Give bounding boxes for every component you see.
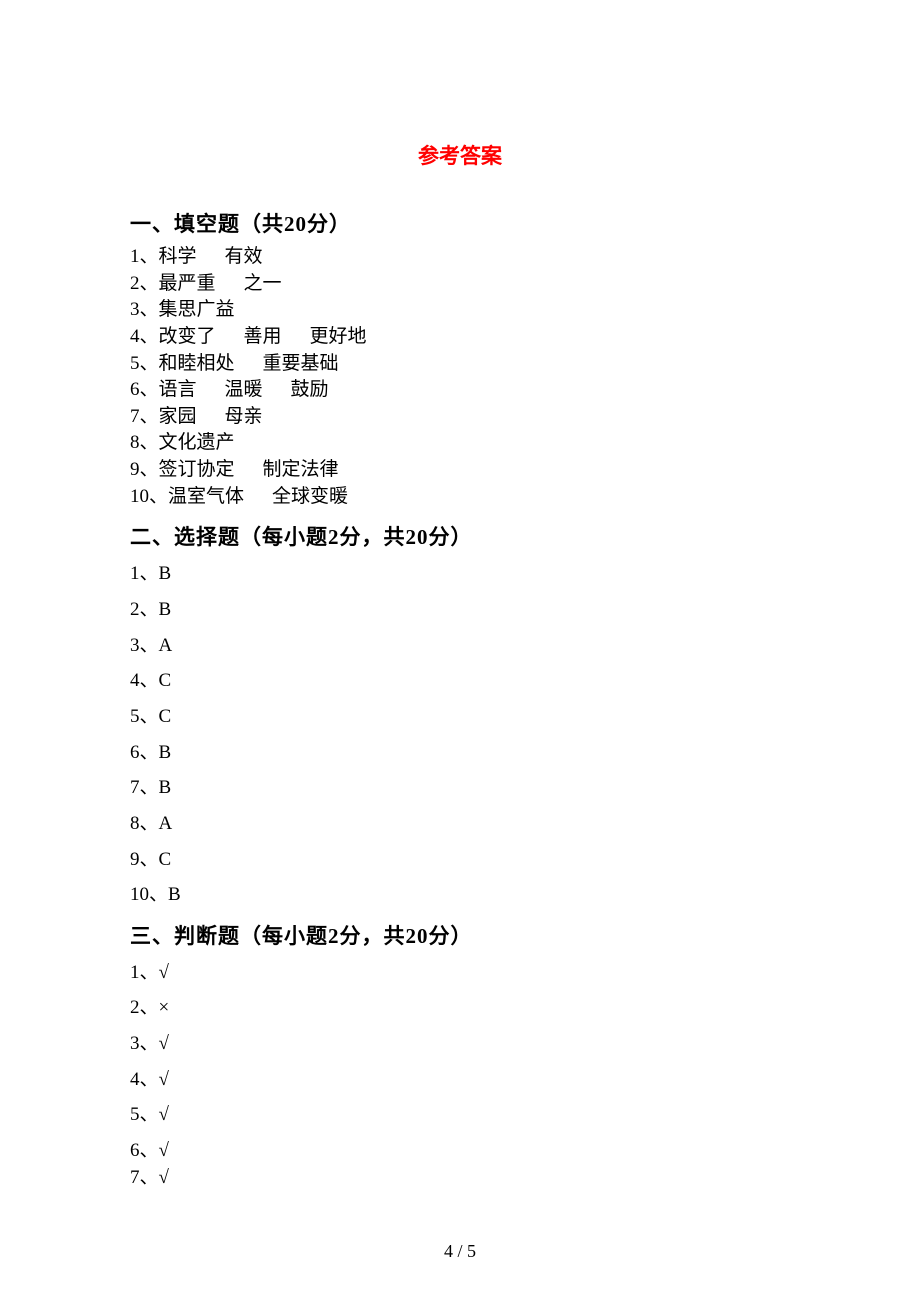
answer-number: 10、 <box>130 486 168 507</box>
choice-answer-value: A <box>159 813 173 834</box>
answer-number: 8、 <box>130 432 159 453</box>
answer-number: 2、 <box>130 273 159 294</box>
answer-number: 7、 <box>130 1167 159 1188</box>
choice-answer-row: 8、A <box>130 811 790 837</box>
fill-answer-part: 集思广益 <box>159 299 235 320</box>
judge-answer-row: 7、√ <box>130 1165 790 1191</box>
fill-answer-part: 更好地 <box>310 326 367 347</box>
choice-answer-value: C <box>159 670 172 691</box>
choice-answer-row: 1、B <box>130 561 790 587</box>
choice-answer-row: 3、A <box>130 633 790 659</box>
choice-answer-value: C <box>159 706 172 727</box>
answer-number: 9、 <box>130 849 159 870</box>
fill-answer-part: 母亲 <box>225 406 263 427</box>
answer-number: 10、 <box>130 884 168 905</box>
judge-answer-row: 3、√ <box>130 1031 790 1057</box>
fill-answer-part: 最严重 <box>159 273 216 294</box>
fill-answer-part: 科学 <box>159 246 197 267</box>
answer-number: 6、 <box>130 1140 159 1161</box>
section-header-fill: 一、填空题（共20分） <box>130 208 790 238</box>
fill-answer-row: 8、文化遗产 <box>130 430 790 456</box>
fill-answer-row: 5、和睦相处 重要基础 <box>130 351 790 377</box>
fill-answer-part: 温暖 <box>225 379 263 400</box>
fill-answer-part: 家园 <box>159 406 197 427</box>
answer-number: 4、 <box>130 1069 159 1090</box>
judge-answer-row: 1、√ <box>130 960 790 986</box>
fill-answer-part: 文化遗产 <box>159 432 235 453</box>
judge-answer-value: √ <box>159 1069 169 1090</box>
answer-number: 7、 <box>130 777 159 798</box>
fill-answer-part: 签订协定 <box>159 459 235 480</box>
judge-answer-row: 6、√ <box>130 1138 790 1164</box>
answer-number: 3、 <box>130 1033 159 1054</box>
answer-number: 7、 <box>130 406 159 427</box>
judge-answer-value: √ <box>159 1104 169 1125</box>
section-header-choice: 二、选择题（每小题2分，共20分） <box>130 521 790 551</box>
judge-answer-value: √ <box>159 962 169 983</box>
fill-answer-row: 6、语言 温暖 鼓励 <box>130 377 790 403</box>
choice-answer-value: B <box>159 563 172 584</box>
answer-number: 3、 <box>130 299 159 320</box>
fill-answer-row: 9、签订协定 制定法律 <box>130 457 790 483</box>
answer-number: 9、 <box>130 459 159 480</box>
answer-number: 6、 <box>130 742 159 763</box>
fill-answer-part: 和睦相处 <box>159 353 235 374</box>
judge-answer-value: √ <box>159 1167 169 1188</box>
answer-number: 5、 <box>130 706 159 727</box>
fill-answer-part: 语言 <box>159 379 197 400</box>
page-number: 4 / 5 <box>0 1241 920 1262</box>
page-title: 参考答案 <box>130 140 790 170</box>
fill-answer-part: 有效 <box>225 246 263 267</box>
fill-answer-part: 鼓励 <box>291 379 329 400</box>
fill-answer-row: 3、集思广益 <box>130 297 790 323</box>
choice-answer-value: B <box>159 777 172 798</box>
choice-answer-row: 9、C <box>130 847 790 873</box>
choice-answer-row: 10、B <box>130 882 790 908</box>
choice-answer-value: C <box>159 849 172 870</box>
judge-answer-value: √ <box>159 1140 169 1161</box>
judge-answer-row: 5、√ <box>130 1102 790 1128</box>
choice-answer-row: 7、B <box>130 775 790 801</box>
judge-answer-value: × <box>159 997 170 1018</box>
section-header-judge: 三、判断题（每小题2分，共20分） <box>130 920 790 950</box>
choice-answer-value: B <box>159 599 172 620</box>
answer-number: 6、 <box>130 379 159 400</box>
answer-number: 1、 <box>130 962 159 983</box>
choice-answer-row: 4、C <box>130 668 790 694</box>
judge-answer-value: √ <box>159 1033 169 1054</box>
answer-number: 8、 <box>130 813 159 834</box>
answer-number: 4、 <box>130 670 159 691</box>
judge-answer-row: 2、× <box>130 995 790 1021</box>
choice-answer-row: 5、C <box>130 704 790 730</box>
answer-number: 5、 <box>130 1104 159 1125</box>
choice-answer-row: 6、B <box>130 740 790 766</box>
fill-answer-part: 制定法律 <box>263 459 339 480</box>
choice-answer-value: B <box>159 742 172 763</box>
fill-answer-part: 善用 <box>244 326 282 347</box>
choice-answer-row: 2、B <box>130 597 790 623</box>
fill-answer-part: 改变了 <box>159 326 216 347</box>
answer-number: 1、 <box>130 246 159 267</box>
answer-number: 2、 <box>130 599 159 620</box>
answer-number: 2、 <box>130 997 159 1018</box>
choice-answer-value: A <box>159 635 173 656</box>
fill-answer-part: 温室气体 <box>168 486 244 507</box>
fill-answer-part: 之一 <box>244 273 282 294</box>
fill-answer-row: 1、科学 有效 <box>130 244 790 270</box>
judge-answer-list: 1、√2、×3、√4、√5、√6、√7、√ <box>130 960 790 1190</box>
fill-answer-list: 1、科学有效2、最严重之一3、集思广益4、改变了善用更好地5、和睦相处重要基础6… <box>130 244 790 509</box>
judge-answer-row: 4、√ <box>130 1067 790 1093</box>
fill-answer-row: 2、最严重 之一 <box>130 271 790 297</box>
choice-answer-list: 1、B2、B3、A4、C5、C6、B7、B8、A9、C10、B <box>130 561 790 907</box>
fill-answer-row: 4、改变了 善用 更好地 <box>130 324 790 350</box>
answer-number: 4、 <box>130 326 159 347</box>
answer-number: 1、 <box>130 563 159 584</box>
fill-answer-row: 10、温室气体 全球变暖 <box>130 484 790 510</box>
fill-answer-row: 7、家园 母亲 <box>130 404 790 430</box>
fill-answer-part: 全球变暖 <box>272 486 348 507</box>
choice-answer-value: B <box>168 884 181 905</box>
answer-number: 5、 <box>130 353 159 374</box>
answer-number: 3、 <box>130 635 159 656</box>
fill-answer-part: 重要基础 <box>263 353 339 374</box>
